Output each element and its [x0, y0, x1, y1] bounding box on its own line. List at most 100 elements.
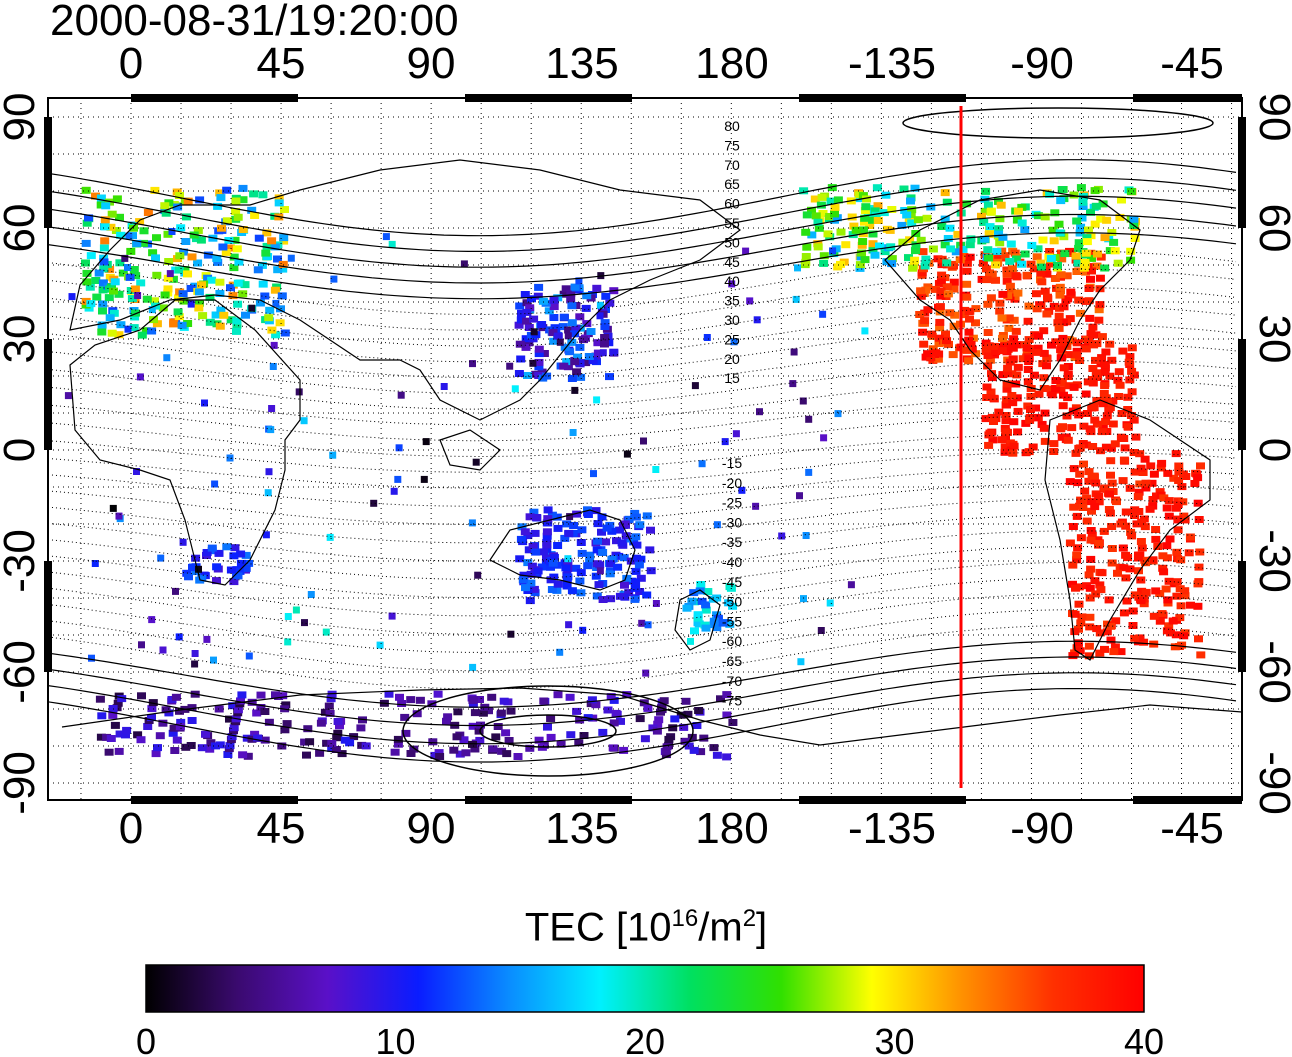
tec-cell [942, 283, 952, 291]
tec-cell [833, 196, 843, 204]
tec-cell [546, 563, 555, 571]
tec-cell [1161, 585, 1171, 593]
tec-cell [1134, 488, 1144, 496]
tec-cell [81, 239, 91, 247]
tec-cell [302, 751, 311, 759]
tec-cell [567, 302, 577, 310]
tec-cell [1109, 648, 1119, 656]
tec-cell [790, 348, 798, 356]
tec-cell [529, 585, 539, 593]
tec-cell [515, 340, 525, 348]
tec-cell [572, 707, 582, 715]
tec-cell [280, 206, 289, 213]
tec-cell [1065, 247, 1074, 255]
tec-cell [550, 324, 560, 332]
tec-cell [991, 276, 1000, 284]
tec-cell [962, 346, 972, 354]
tec-cell [826, 197, 836, 205]
tec-cell [1106, 471, 1115, 479]
tec-cell [1074, 296, 1084, 304]
tec-cell [606, 560, 616, 568]
contour-label: -50 [722, 594, 742, 610]
tec-cell [597, 306, 607, 314]
tec-cell [221, 248, 231, 256]
tec-cell [620, 520, 630, 528]
tec-cell [468, 519, 476, 527]
tec-cell [1115, 381, 1125, 389]
tec-cell [935, 318, 945, 326]
tec-cell [861, 203, 871, 211]
tec-cell [82, 219, 92, 227]
tec-cell [98, 286, 108, 294]
tec-cell [989, 394, 999, 402]
tec-cell [158, 304, 168, 312]
tec-cell [1071, 584, 1080, 592]
contour-label: 20 [724, 351, 740, 367]
tec-cell [332, 734, 342, 742]
tec-cell [931, 349, 941, 357]
tec-cell [632, 554, 641, 562]
tec-cell [923, 306, 933, 314]
tec-cell [653, 720, 663, 728]
tec-cell [525, 513, 535, 521]
tec-cell [455, 750, 465, 758]
tec-cell [236, 550, 246, 558]
tec-cell [1101, 418, 1111, 425]
tec-cell [1053, 261, 1062, 269]
tec-cell [430, 751, 440, 759]
tec-cell [994, 225, 1004, 233]
tec-cell [998, 233, 1008, 241]
tec-cell [950, 311, 960, 319]
tec-cell [701, 601, 711, 609]
tec-cell [1068, 580, 1077, 588]
tec-cell [797, 658, 805, 666]
tec-cell [1058, 319, 1068, 327]
tec-cell [951, 248, 961, 256]
tec-cell [819, 252, 829, 260]
tec-cell [1097, 428, 1107, 436]
tec-cell [1069, 383, 1079, 391]
tec-cell [122, 726, 132, 734]
tec-cell [488, 745, 498, 753]
tec-cell [1002, 270, 1012, 278]
tec-cell [562, 358, 572, 366]
tec-cell [130, 313, 140, 321]
tec-cell [538, 297, 548, 305]
tec-cell [1066, 288, 1076, 296]
tec-cell [659, 697, 669, 705]
tec-cell [593, 396, 601, 404]
tec-cell [1050, 275, 1060, 282]
tec-cell [606, 595, 616, 603]
lon-tick-label-bottom: -45 [1160, 804, 1224, 853]
tec-cell [525, 304, 535, 312]
tec-cell [151, 254, 160, 262]
tec-cell [937, 255, 947, 263]
tec-cell [1005, 358, 1015, 366]
tec-cell [433, 690, 443, 698]
tec-cell [1008, 449, 1018, 457]
tec-cell [1075, 647, 1085, 655]
colorbar-tick-label: 40 [1124, 1021, 1164, 1057]
tec-cell [1082, 517, 1092, 525]
tec-cell [137, 692, 146, 700]
tec-cell [88, 654, 95, 662]
tec-cell [1172, 592, 1182, 600]
tec-cell [1172, 548, 1182, 556]
tec-cell [1073, 544, 1083, 552]
contour-label: 60 [724, 196, 740, 212]
tec-cell [1072, 556, 1082, 564]
tec-cell [564, 555, 572, 563]
tec-cell [152, 234, 161, 242]
tec-cell [1085, 613, 1095, 621]
tec-cell [1117, 196, 1126, 204]
tec-cell [567, 338, 577, 346]
tec-cell [1086, 263, 1096, 271]
tec-cell [542, 532, 552, 540]
tec-cell [942, 198, 952, 206]
tec-cell [258, 280, 268, 288]
tec-cell [937, 223, 947, 230]
tec-cell [1173, 501, 1183, 509]
tec-cell [962, 280, 972, 288]
tec-cell [526, 570, 536, 578]
contour-label: 65 [724, 176, 740, 192]
